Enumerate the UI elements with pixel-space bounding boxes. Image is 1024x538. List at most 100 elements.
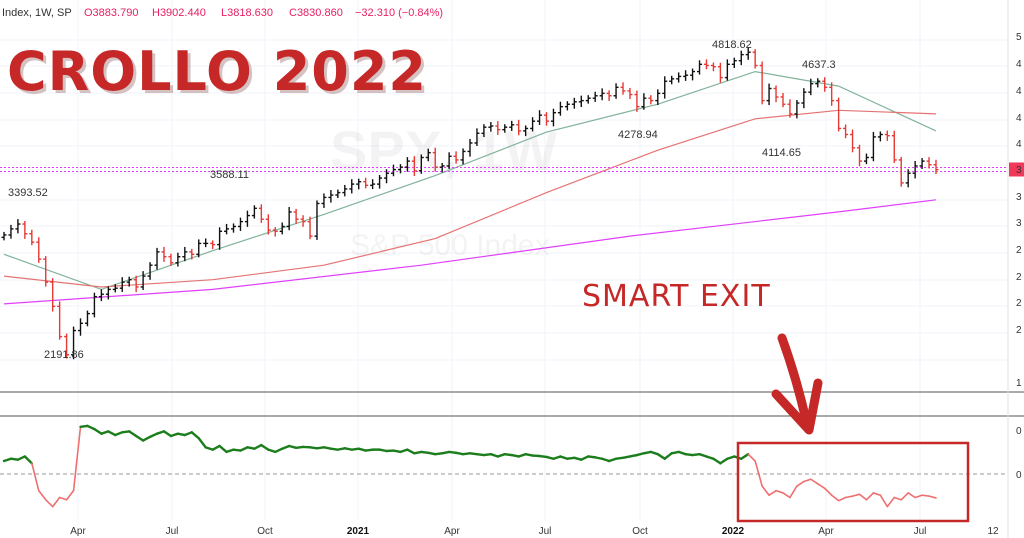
indicator-segment-104 <box>719 457 729 465</box>
ohlc-bar-34 <box>237 217 243 231</box>
right-axis-label-3: 4 <box>1016 113 1022 124</box>
ohlc-bar-37 <box>258 204 264 223</box>
price-annotation-4: 4818.62 <box>712 39 752 51</box>
ohlc-bar-49 <box>342 184 348 197</box>
right-axis-label-8: 2 <box>1016 245 1022 256</box>
time-axis: Apr Jul Oct 2021 Apr Jul Oct 2022 Apr Jul 12 <box>70 526 999 537</box>
indicator-segment-15 <box>100 430 110 435</box>
ohlc-bar-32 <box>224 223 230 235</box>
x-tick-1: Jul <box>166 526 179 537</box>
indicator-segment-110 <box>761 485 770 497</box>
indicator-segment-115 <box>796 480 805 487</box>
x-tick-9: Jul <box>914 526 927 537</box>
indicator-segment-5 <box>31 462 40 492</box>
indicator-segment-101 <box>698 452 708 458</box>
ohlc-bar-114 <box>794 100 800 119</box>
indicator-segment-19 <box>127 430 138 438</box>
indicator-segment-59 <box>406 448 416 455</box>
indicator-segment-131 <box>907 492 916 499</box>
ohlc-bar-77 <box>537 110 543 125</box>
ohlc-bar-7 <box>50 278 56 312</box>
right-axis-label-12: 1 <box>1016 378 1022 389</box>
price-bars <box>1 47 939 360</box>
ohlc-bar-128 <box>891 130 897 163</box>
indicator-segment-109 <box>754 460 763 487</box>
indicator-segment-108 <box>747 453 756 462</box>
ohlc-bar-18 <box>126 276 132 287</box>
indicator-segment-81 <box>559 455 569 460</box>
indicator-segment-102 <box>705 455 715 460</box>
indicator-segment-22 <box>148 432 159 439</box>
ohlc-bar-96 <box>669 75 675 85</box>
indicator-segment-17 <box>114 431 124 437</box>
ohlc-bar-1 <box>8 224 14 239</box>
indicator-segment-40 <box>274 447 284 454</box>
ohlc-bar-80 <box>557 101 563 116</box>
ohlc-bar-42 <box>293 208 299 224</box>
indicator-segment-4 <box>23 455 34 465</box>
ohlc-bar-83 <box>578 95 584 108</box>
indicator-segment-95 <box>656 452 666 460</box>
ohlc-bar-12 <box>84 310 90 327</box>
x-tick-4: Apr <box>444 526 460 537</box>
ohlc-bar-120 <box>836 97 842 132</box>
ohlc-bar-57 <box>397 164 403 174</box>
ohlc-header: Index, 1W, SP O3883.790 H3902.440 L3818.… <box>2 7 443 19</box>
ohlc-bar-116 <box>808 78 814 96</box>
ohlc-bar-79 <box>550 108 556 127</box>
indicator-segment-134 <box>928 495 937 499</box>
indicator-segment-132 <box>914 494 923 499</box>
ohlc-bar-67 <box>467 138 473 157</box>
price-annotation-3: 4278.94 <box>618 129 658 141</box>
ohlc-bar-5 <box>36 237 42 263</box>
indicator-segment-23 <box>155 430 166 435</box>
indicator-segment-121 <box>837 496 847 502</box>
ohlc-bar-123 <box>856 144 862 167</box>
ohlc-bar-88 <box>613 83 619 99</box>
indicator-segment-127 <box>879 494 889 508</box>
ohlc-bar-119 <box>829 82 835 106</box>
price-annotation-1: 2191.86 <box>44 349 84 361</box>
ohlc-bar-44 <box>307 216 313 240</box>
x-tick-0: Apr <box>70 526 86 537</box>
indicator-segment-105 <box>726 455 736 460</box>
ohlc-bar-130 <box>905 169 911 188</box>
price-annotation-2: 3588.11 <box>210 169 249 181</box>
ohlc-bar-101 <box>703 59 709 70</box>
indicator-segment-72 <box>496 452 506 458</box>
ohlc-bar-51 <box>356 178 362 190</box>
indicator-segment-10 <box>65 489 75 501</box>
ohlc-bar-47 <box>328 190 334 203</box>
ohlc-bar-50 <box>349 179 355 194</box>
ohlc-bar-38 <box>265 214 271 235</box>
indicator-segment-87 <box>600 457 611 463</box>
price-annotation-6: 4637.3 <box>802 59 836 71</box>
ohlc-bar-129 <box>898 156 904 187</box>
indicator-segment-113 <box>782 492 791 499</box>
x-tick-3: 2021 <box>347 526 370 537</box>
ohlc-bar-76 <box>530 117 536 132</box>
indicator-segment-122 <box>844 495 854 499</box>
watermark-name: S&P 500 Index <box>350 229 550 262</box>
ohlc-bar-66 <box>460 148 466 165</box>
ohlc-bar-0 <box>1 231 7 241</box>
ohlc-bar-98 <box>683 70 689 81</box>
indicator-segment-123 <box>851 493 861 497</box>
ohlc-bar-87 <box>606 90 612 101</box>
price-annotation-5: 4114.65 <box>762 147 801 159</box>
ohlc-bar-30 <box>210 240 216 250</box>
ohlc-bar-134 <box>933 159 939 175</box>
indicator-segment-14 <box>93 427 103 435</box>
indicator-segment-35 <box>239 446 249 452</box>
indicator-segment-6 <box>37 489 47 501</box>
indicator-segment-20 <box>134 434 145 442</box>
indicator-segment-38 <box>260 443 270 451</box>
ohlc-bar-107 <box>745 47 751 60</box>
ohlc-bar-97 <box>676 72 682 83</box>
indicator-segment-112 <box>775 489 784 494</box>
high-value: H3902.440 <box>152 7 206 19</box>
right-axis-label-14: 0 <box>1016 470 1022 481</box>
right-price-axis: 5 4 4 4 4 3 3 3 2 2 2 2 1 0 0 <box>1016 32 1022 481</box>
right-axis-label-10: 2 <box>1016 298 1022 309</box>
low-value: L3818.630 <box>221 7 273 19</box>
